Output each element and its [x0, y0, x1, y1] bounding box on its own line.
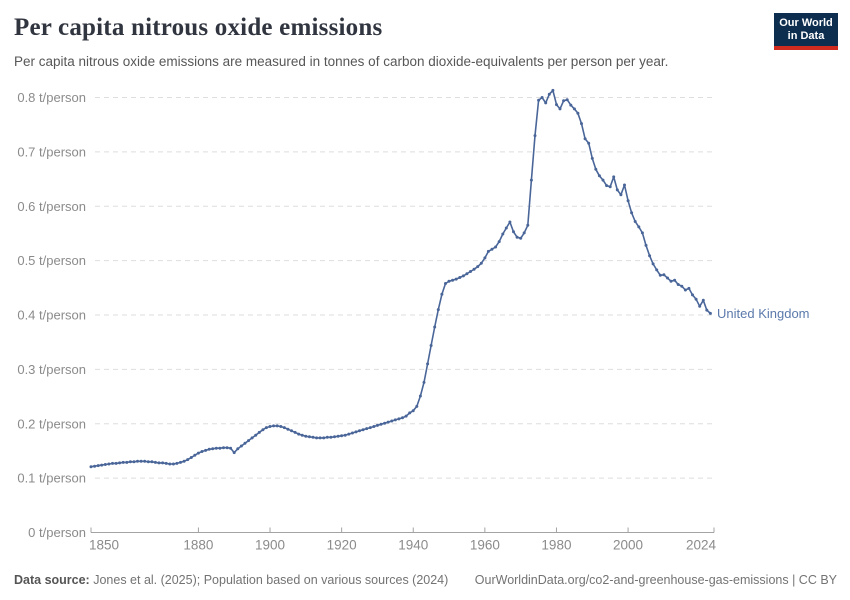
svg-text:1900: 1900 — [255, 538, 285, 553]
data-source-text: Data source: Jones et al. (2025); Popula… — [14, 573, 449, 587]
y-gridlines — [95, 97, 713, 479]
svg-text:1940: 1940 — [398, 538, 428, 553]
svg-text:0.6 t/person: 0.6 t/person — [17, 199, 86, 214]
svg-text:0.2 t/person: 0.2 t/person — [17, 416, 86, 431]
svg-text:2000: 2000 — [613, 538, 643, 553]
series-label-united-kingdom[interactable]: United Kingdom — [717, 306, 810, 321]
svg-text:0 t/person: 0 t/person — [28, 525, 86, 540]
svg-text:0.8 t/person: 0.8 t/person — [17, 90, 86, 105]
x-axis-labels: 1850 1880 1900 1920 1940 1960 1980 2000 2024 — [89, 538, 716, 553]
line-series-points — [89, 88, 712, 469]
footer-note: OurWorldinData.org/co2-and-greenhouse-ga… — [474, 573, 837, 587]
owid-logo[interactable]: Our World in Data — [774, 13, 838, 50]
svg-text:0.1 t/person: 0.1 t/person — [17, 471, 86, 486]
svg-text:0.7 t/person: 0.7 t/person — [17, 144, 86, 159]
svg-text:0.4 t/person: 0.4 t/person — [17, 308, 86, 323]
page-title: Per capita nitrous oxide emissions — [14, 14, 383, 41]
owid-logo-line1: Our World — [779, 17, 833, 29]
svg-text:1920: 1920 — [327, 538, 357, 553]
y-axis-labels: 0 t/person 0.1 t/person 0.2 t/person 0.3 t/… — [17, 90, 86, 540]
owid-logo-line2: in Data — [787, 30, 825, 42]
svg-text:0.5 t/person: 0.5 t/person — [17, 253, 86, 268]
line-series-united-kingdom — [90, 89, 712, 468]
chart-footer: Data source: Jones et al. (2025); Popula… — [14, 573, 837, 587]
x-axis — [90, 527, 715, 533]
svg-text:1980: 1980 — [541, 538, 571, 553]
svg-text:2024: 2024 — [686, 538, 717, 553]
data-source-label: Data source: — [14, 573, 90, 587]
chart-subtitle: Per capita nitrous oxide emissions are m… — [14, 54, 669, 69]
svg-text:1880: 1880 — [183, 538, 213, 553]
svg-text:0.3 t/person: 0.3 t/person — [17, 362, 86, 377]
svg-text:1960: 1960 — [470, 538, 500, 553]
svg-text:1850: 1850 — [89, 538, 119, 553]
